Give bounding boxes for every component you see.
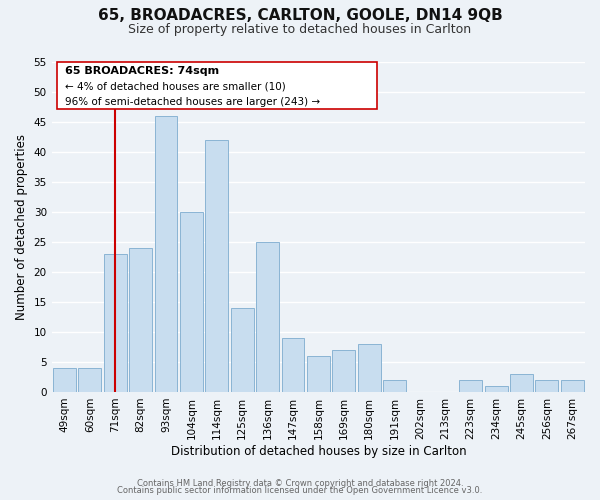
Bar xyxy=(561,380,584,392)
Bar xyxy=(180,212,203,392)
Bar xyxy=(383,380,406,392)
Bar xyxy=(79,368,101,392)
Bar xyxy=(231,308,254,392)
Bar xyxy=(53,368,76,392)
Bar xyxy=(358,344,380,392)
Bar xyxy=(256,242,279,392)
Bar xyxy=(485,386,508,392)
Bar xyxy=(205,140,228,392)
Bar xyxy=(332,350,355,392)
Bar xyxy=(281,338,304,392)
Text: 65 BROADACRES: 74sqm: 65 BROADACRES: 74sqm xyxy=(65,66,219,76)
Text: ← 4% of detached houses are smaller (10): ← 4% of detached houses are smaller (10) xyxy=(65,82,286,92)
Bar xyxy=(307,356,330,392)
Bar xyxy=(104,254,127,392)
X-axis label: Distribution of detached houses by size in Carlton: Distribution of detached houses by size … xyxy=(170,444,466,458)
Text: Size of property relative to detached houses in Carlton: Size of property relative to detached ho… xyxy=(128,22,472,36)
Bar xyxy=(510,374,533,392)
Y-axis label: Number of detached properties: Number of detached properties xyxy=(15,134,28,320)
Bar xyxy=(129,248,152,392)
Bar xyxy=(535,380,559,392)
Bar xyxy=(155,116,178,392)
FancyBboxPatch shape xyxy=(57,62,377,110)
Text: Contains HM Land Registry data © Crown copyright and database right 2024.: Contains HM Land Registry data © Crown c… xyxy=(137,478,463,488)
Text: 65, BROADACRES, CARLTON, GOOLE, DN14 9QB: 65, BROADACRES, CARLTON, GOOLE, DN14 9QB xyxy=(98,8,502,22)
Bar xyxy=(459,380,482,392)
Text: Contains public sector information licensed under the Open Government Licence v3: Contains public sector information licen… xyxy=(118,486,482,495)
Text: 96% of semi-detached houses are larger (243) →: 96% of semi-detached houses are larger (… xyxy=(65,97,320,107)
